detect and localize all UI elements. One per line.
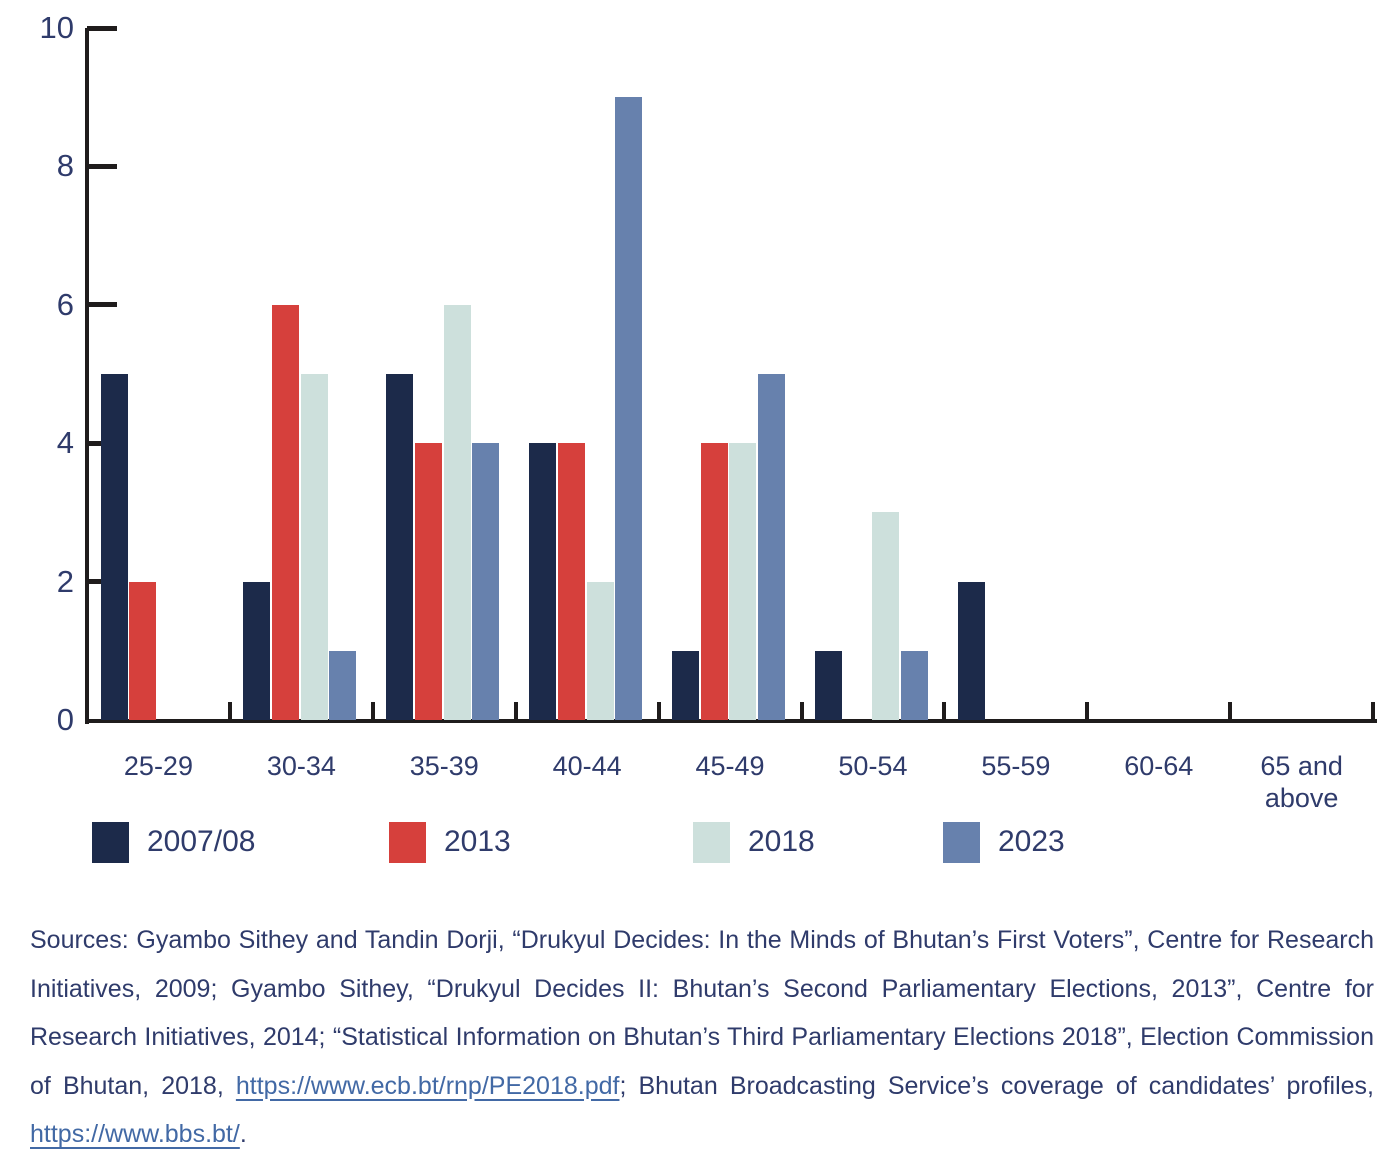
bar-2013-25-29	[129, 581, 157, 720]
sources-text-suffix: .	[239, 1120, 247, 1148]
bar-2018-50-54	[872, 512, 900, 720]
x-axis-tick	[1371, 702, 1376, 720]
bar-2023-50-54	[900, 650, 928, 720]
y-axis-tick-label: 6	[56, 286, 74, 322]
x-axis-tick	[227, 702, 232, 720]
x-axis-label-25-29: 25-29	[123, 751, 193, 781]
x-axis-label-45-49: 45-49	[695, 751, 765, 781]
bar-2013-45-49	[700, 443, 728, 720]
y-axis-tick-label: 2	[56, 563, 74, 599]
source-link-ecb-pdf[interactable]: https://www.ecb.bt/rnp/PE2018.pdf	[235, 1071, 620, 1100]
y-axis-tick-label: 10	[39, 10, 74, 45]
x-axis-label-55-59: 55-59	[981, 751, 1051, 781]
legend-item-2018: 2018	[693, 821, 815, 863]
y-axis-tick-label: 4	[56, 425, 74, 461]
bar-2007-08-50-54	[815, 650, 842, 720]
x-axis-label-30-34: 30-34	[266, 751, 336, 781]
bar-2018-45-49	[729, 443, 757, 720]
bar-2013-40-44	[557, 443, 585, 720]
bar-2007-08-30-34	[243, 581, 271, 720]
y-axis-tick-label: 0	[56, 702, 74, 737]
x-axis-label-65-and-above: 65 and above	[1260, 751, 1343, 813]
bar-2007-08-25-29	[100, 374, 128, 720]
x-axis-tick	[656, 702, 661, 720]
source-link-bbs[interactable]: https://www.bbs.bt/	[30, 1120, 240, 1148]
legend-label-2013: 2013	[444, 825, 511, 858]
bar-2018-30-34	[300, 374, 328, 720]
x-axis-tick	[513, 702, 518, 720]
chart-plot-area: 0 2 4 6 8 10 25-29 30-34 35-39 40-44 45-49 50-54 55-…	[39, 10, 1377, 813]
legend-item-2023: 2023	[943, 821, 1065, 863]
x-axis-tick	[1085, 702, 1090, 720]
bar-2023-35-39	[472, 443, 500, 720]
x-axis-tick	[799, 702, 804, 720]
bar-2007-08-40-44	[529, 443, 557, 720]
bar-2023-45-49	[758, 374, 786, 720]
x-axis-line	[85, 719, 1377, 723]
legend-swatch-2013	[389, 821, 426, 863]
bar-2007-08-35-39	[386, 374, 414, 720]
bar-2013-35-39	[414, 443, 442, 720]
y-axis-line	[85, 28, 89, 724]
legend-swatch-2007-08	[92, 821, 129, 863]
x-axis-label-35-39: 35-39	[409, 751, 479, 781]
sources-note: Sources: Gyambo Sithey and Tandin Dorji,…	[30, 916, 1374, 1159]
legend-item-2007-08: 2007/08	[92, 821, 255, 863]
legend-label-2007-08: 2007/08	[147, 825, 256, 858]
bar-2007-08-55-59	[957, 581, 985, 720]
y-axis-tick	[87, 302, 117, 308]
sources-text-prefix: Sources: Gyambo Sithey and Tandin Dorji,…	[30, 926, 1374, 1100]
bar-2013-30-34	[272, 304, 300, 720]
bar-2018-40-44	[586, 581, 614, 720]
legend-swatch-2023	[943, 821, 980, 863]
legend-label-2018: 2018	[748, 825, 815, 858]
y-axis-tick	[87, 163, 117, 169]
x-axis-label-40-44: 40-44	[552, 751, 622, 781]
sources-text-middle: ; Bhutan Broadcasting Service’s coverage…	[619, 1071, 1374, 1100]
y-axis-tick-label: 8	[56, 148, 74, 184]
x-axis-tick	[942, 702, 947, 720]
bar-2023-40-44	[615, 97, 643, 720]
legend-label-2023: 2023	[998, 825, 1065, 858]
legend-item-2013: 2013	[389, 821, 511, 863]
x-axis-tick	[370, 702, 375, 720]
bar-2007-08-45-49	[672, 650, 700, 720]
legend-swatch-2018	[693, 821, 730, 863]
x-axis-label-60-64: 60-64	[1124, 751, 1194, 781]
y-axis-tick	[87, 25, 117, 31]
x-axis-tick	[1228, 702, 1233, 720]
x-axis-label-50-54: 50-54	[838, 751, 908, 781]
bar-2018-35-39	[443, 304, 471, 720]
bar-2023-30-34	[329, 650, 357, 720]
